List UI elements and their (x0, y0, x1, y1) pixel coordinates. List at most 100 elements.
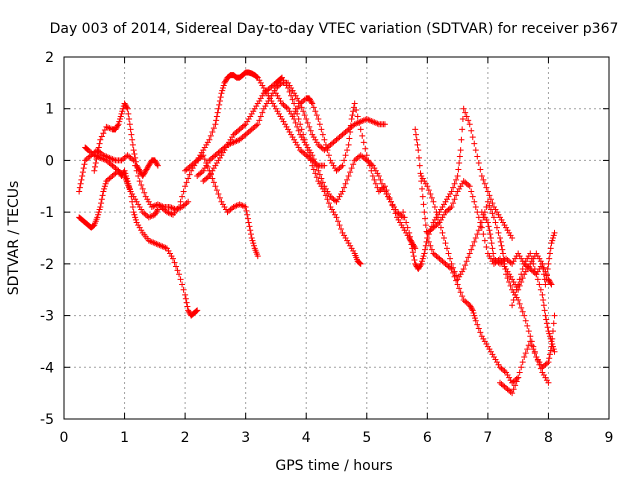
data-point (471, 198, 478, 205)
data-point (344, 176, 351, 183)
data-point (348, 116, 355, 123)
data-point (180, 286, 187, 293)
data-point (344, 147, 351, 154)
data-point (513, 286, 520, 293)
data-point (548, 338, 555, 345)
data-point (477, 166, 484, 173)
data-point (544, 324, 551, 331)
data-point (425, 187, 432, 194)
data-point (521, 312, 528, 319)
data-point (295, 127, 302, 134)
data-point (315, 167, 322, 174)
data-point (522, 317, 529, 324)
data-point (460, 105, 467, 112)
data-point (92, 163, 99, 170)
data-point (101, 183, 108, 190)
data-point (176, 203, 183, 210)
data-point (79, 172, 86, 179)
data-point (545, 260, 552, 267)
data-point (388, 198, 394, 205)
x-tick-label: 4 (302, 430, 311, 446)
data-point (513, 378, 520, 385)
series-track-17 (509, 250, 558, 355)
data-point (419, 258, 426, 265)
data-point (184, 303, 191, 310)
data-point (154, 161, 161, 168)
data-point (518, 364, 525, 371)
data-point (412, 131, 419, 138)
data-point (250, 242, 257, 249)
data-point (216, 97, 223, 104)
data-point (518, 271, 525, 278)
data-point (129, 198, 136, 205)
data-point (547, 347, 554, 354)
data-point (543, 276, 550, 283)
data-point (462, 262, 469, 269)
data-point (300, 108, 307, 115)
data-point (516, 282, 523, 289)
data-point (427, 191, 434, 198)
data-point (540, 302, 547, 309)
data-point (96, 140, 103, 147)
data-point (456, 160, 463, 167)
chart-title: Day 003 of 2014, Sidereal Day-to-day VTE… (50, 21, 619, 37)
data-point (550, 232, 557, 239)
data-point (483, 184, 490, 191)
data-point (530, 260, 537, 267)
data-point (459, 293, 466, 300)
data-point (180, 188, 187, 195)
y-tick-label: 2 (45, 50, 54, 66)
data-point (97, 136, 104, 143)
data-point (546, 255, 553, 262)
data-point (242, 203, 249, 210)
data-point (313, 112, 320, 119)
data-point (246, 223, 253, 230)
data-point (472, 235, 479, 241)
data-point (213, 113, 220, 120)
data-point (316, 171, 323, 178)
data-point (486, 192, 493, 199)
data-point (456, 153, 463, 160)
data-point (489, 210, 496, 217)
data-point (417, 262, 424, 269)
data-point (519, 275, 526, 282)
data-point (319, 179, 326, 186)
data-point (101, 127, 108, 134)
x-tick-label: 6 (423, 430, 432, 446)
data-point (412, 126, 419, 133)
data-point (119, 108, 126, 115)
data-point (291, 116, 298, 123)
data-point (472, 317, 479, 324)
data-point (347, 128, 354, 135)
data-point (183, 299, 190, 306)
data-point (114, 122, 121, 129)
data-point (465, 117, 472, 124)
data-point (101, 185, 108, 192)
data-point (346, 135, 353, 142)
data-point (336, 222, 343, 229)
data-point (463, 113, 470, 120)
series-track-12 (412, 126, 522, 386)
data-point (484, 198, 491, 205)
data-point (456, 285, 463, 292)
data-point (99, 192, 106, 199)
data-point (309, 162, 316, 169)
series-track-15 (478, 209, 558, 288)
data-point (524, 322, 531, 329)
data-point (469, 134, 476, 141)
data-point (220, 82, 227, 89)
data-point (545, 359, 552, 366)
data-point (254, 121, 261, 128)
data-point (186, 171, 193, 178)
data-point (408, 241, 415, 248)
data-point (254, 74, 261, 81)
data-point (540, 297, 547, 304)
data-point (521, 353, 528, 360)
data-point (239, 202, 246, 209)
data-point (448, 188, 455, 195)
data-point (212, 183, 219, 190)
data-point (516, 369, 523, 376)
data-point (322, 192, 329, 199)
data-point (321, 136, 328, 143)
data-point (130, 147, 137, 154)
